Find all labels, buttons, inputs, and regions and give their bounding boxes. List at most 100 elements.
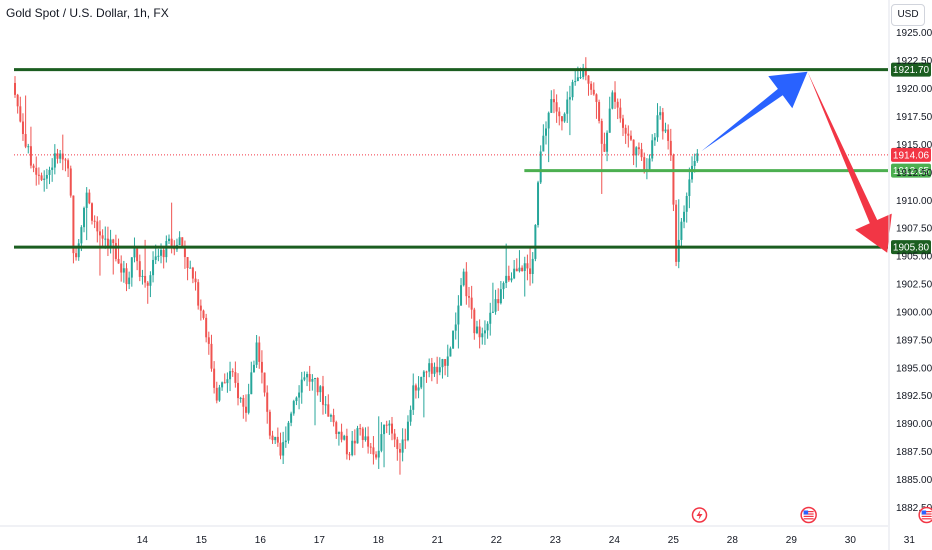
candle-body xyxy=(321,386,324,405)
candle-body xyxy=(125,268,128,285)
candle-body xyxy=(515,268,518,272)
event-us-1-icon[interactable] xyxy=(800,506,817,524)
x-tick-label: 23 xyxy=(550,535,562,546)
candle-body xyxy=(314,377,317,379)
candle-body xyxy=(372,447,375,455)
candle-body xyxy=(391,423,394,434)
candle-body xyxy=(117,258,120,264)
candle-body xyxy=(428,363,431,372)
candle-body xyxy=(104,238,107,240)
candle-body xyxy=(563,113,566,122)
candle-body xyxy=(417,387,420,391)
candle-body xyxy=(268,411,271,436)
candle-body xyxy=(141,275,144,277)
candle-body xyxy=(98,231,101,236)
candle-body xyxy=(122,268,125,273)
candle-body xyxy=(35,167,38,175)
candle-body xyxy=(234,372,237,383)
candle-body xyxy=(21,121,24,135)
arrow-down[interactable] xyxy=(807,71,892,253)
candle-body xyxy=(483,330,486,334)
candle-body xyxy=(661,112,664,132)
candle-body xyxy=(430,363,433,374)
y-tick-label: 1900.00 xyxy=(896,307,932,318)
y-tick-label: 1885.00 xyxy=(896,475,932,486)
candle-body xyxy=(149,275,152,286)
candle-body xyxy=(69,168,72,196)
candle-body xyxy=(576,77,579,81)
candle-body xyxy=(619,107,622,119)
candle-body xyxy=(252,364,255,373)
candle-body xyxy=(614,92,617,102)
candle-body xyxy=(627,133,630,136)
candle-body xyxy=(298,392,301,398)
flag-stripe xyxy=(803,513,814,515)
x-tick-label: 18 xyxy=(373,535,385,546)
candle-body xyxy=(460,285,463,306)
candle-body xyxy=(600,120,603,144)
candle-body xyxy=(80,227,83,244)
candle-body xyxy=(367,436,370,447)
candle-body xyxy=(489,312,492,324)
candle-body xyxy=(637,147,640,150)
flag-circle xyxy=(800,506,817,524)
y-tick-label: 1917.50 xyxy=(896,112,932,123)
candle-body xyxy=(276,436,279,443)
candle-body xyxy=(152,259,155,276)
candle-body xyxy=(88,192,91,204)
candle-body xyxy=(213,368,216,388)
candle-body xyxy=(568,97,571,100)
candle-body xyxy=(61,153,64,160)
x-tick-label: 30 xyxy=(845,535,857,546)
event-flash-icon[interactable] xyxy=(691,507,708,523)
candle-body xyxy=(197,282,200,306)
flag-stripe xyxy=(803,511,814,513)
price-axis[interactable]: 1925.00 1922.50 1920.00 1917.50 1915.00 1912.… xyxy=(888,0,932,550)
candle-body xyxy=(566,99,569,114)
candle-body xyxy=(377,450,380,458)
arrow-up[interactable] xyxy=(701,71,808,152)
candle-body xyxy=(590,83,593,90)
candle-body xyxy=(157,255,160,257)
candle-body xyxy=(608,108,611,133)
symbol-title: Gold Spot / U.S. Dollar, 1h, FX xyxy=(6,6,169,20)
candle-body xyxy=(518,267,521,272)
candle-body xyxy=(380,434,383,451)
candle-body xyxy=(401,439,404,453)
candle-body xyxy=(531,258,534,275)
currency-button[interactable]: USD xyxy=(891,4,925,26)
candle-body xyxy=(162,249,165,258)
candle-body xyxy=(555,102,558,112)
pivot-price-tag xyxy=(891,163,931,178)
candle-body xyxy=(32,165,35,168)
candle-body xyxy=(345,435,348,455)
candle-body xyxy=(603,143,606,152)
x-tick-label: 16 xyxy=(255,535,267,546)
candle-body xyxy=(255,342,258,365)
candle-body xyxy=(502,283,505,290)
candle-body xyxy=(300,379,303,393)
support-price-tag xyxy=(891,240,931,255)
candle-body xyxy=(290,413,293,423)
candle-body xyxy=(199,305,202,311)
candle-body xyxy=(332,415,335,423)
candle-body xyxy=(77,243,80,258)
x-tick-label: 28 xyxy=(727,535,739,546)
candle-body xyxy=(635,147,638,156)
time-axis[interactable]: 1415161718212223242528293031Sep xyxy=(0,525,932,546)
candle-body xyxy=(664,129,667,132)
event-us-2-icon[interactable] xyxy=(918,506,932,524)
candle-body xyxy=(560,116,563,122)
candle-body xyxy=(640,149,643,158)
candle-body xyxy=(250,372,253,395)
candle-body xyxy=(16,94,19,107)
last-price-tag xyxy=(891,147,931,162)
candle-body xyxy=(136,248,139,262)
candle-body xyxy=(624,127,627,134)
y-tick-label: 1902.50 xyxy=(896,280,932,291)
candle-body xyxy=(75,253,78,258)
candle-body xyxy=(247,394,250,413)
candle-body xyxy=(51,167,54,170)
candle-body xyxy=(53,153,56,168)
